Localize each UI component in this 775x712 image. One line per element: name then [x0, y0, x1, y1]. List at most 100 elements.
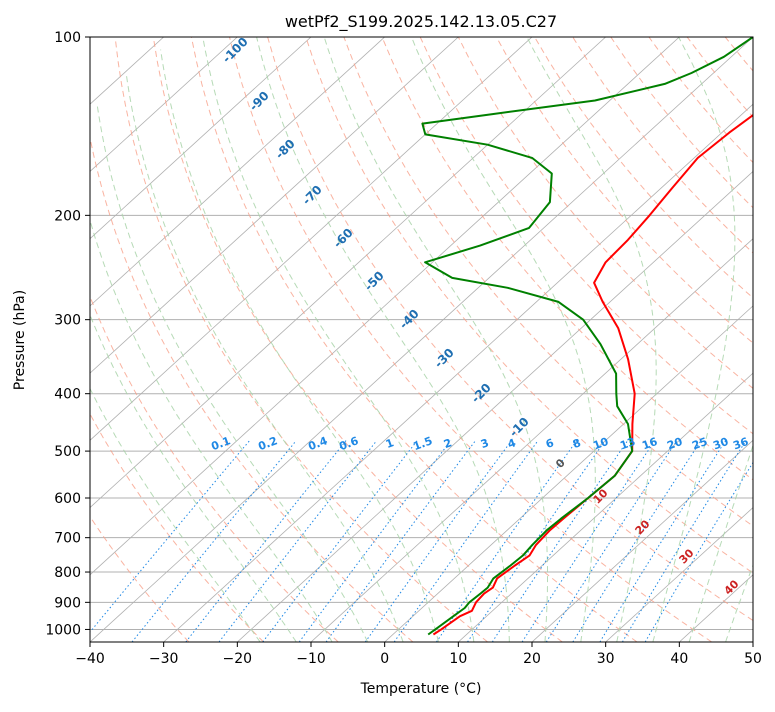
isotherm-line [90, 37, 606, 509]
mixing-ratio-line [131, 440, 297, 642]
mixing-ratio-line [521, 440, 656, 642]
mixing-ratio-label: 0.1 [209, 434, 232, 453]
moist-adiabat-line [90, 218, 333, 642]
moist-adiabat-line [202, 37, 475, 642]
mixing-ratio-label: 25 [690, 435, 709, 452]
x-tick-label: 0 [380, 651, 389, 667]
mixing-ratio-label: 0.4 [306, 434, 329, 453]
plot-frame [89, 36, 754, 643]
x-tick-label: 40 [670, 651, 688, 667]
mixing-ratio-line [491, 440, 629, 642]
dry-adiabat-line [90, 412, 264, 642]
isotherm-line [90, 37, 238, 172]
dry-adiabat-line [90, 135, 414, 642]
isotherm-line [90, 37, 459, 374]
y-tick-label: 600 [54, 491, 81, 507]
moist-adiabat-line [323, 37, 548, 642]
dewpoint-profile-line [421, 37, 753, 636]
moist-adiabat-line [256, 37, 510, 642]
dry-adiabat-line [419, 37, 753, 435]
mixing-ratio-label: 0.6 [337, 434, 360, 453]
isotherm-line [237, 170, 753, 642]
mixing-ratio-label: 36 [731, 435, 750, 453]
moist-adiabat-line [125, 72, 404, 642]
dry-adiabat-line [190, 37, 638, 642]
mixing-ratio-line [435, 440, 578, 642]
isotherm-line [90, 37, 533, 441]
moist-adiabat-line [652, 37, 736, 642]
background-lines [90, 37, 753, 642]
isotherm-line [90, 37, 680, 576]
isotherm-line [458, 372, 753, 642]
x-tick-label: −30 [149, 651, 179, 667]
isotherm-line [384, 305, 753, 642]
dry-adiabat-line [305, 37, 753, 574]
mixing-ratio-line [364, 440, 512, 642]
y-tick-label: 1000 [45, 622, 81, 638]
mixing-ratio-label: 13 [618, 435, 637, 452]
mixing-ratio-line [599, 440, 727, 642]
y-tick-label: 800 [54, 565, 81, 581]
moist-adiabat-line [411, 37, 596, 642]
mixing-ratio-label: 1.5 [411, 434, 434, 453]
mixing-ratio-line [621, 440, 747, 642]
isotherm-line [90, 37, 753, 642]
moist-adiabat-line [90, 387, 261, 642]
y-tick-label: 400 [54, 387, 81, 403]
moist-adiabat-line [96, 104, 369, 642]
plot-area: -100-90-80-70-60-50-40-30-20-10010203040… [90, 37, 753, 642]
isotherm-line [90, 37, 385, 307]
moist-adiabat-line [160, 49, 439, 642]
x-axis-label: Temperature (°C) [360, 681, 482, 697]
mixing-ratio-label: 16 [640, 435, 659, 453]
y-tick-label: 900 [54, 595, 81, 611]
x-tick-label: 50 [744, 651, 762, 667]
mixing-ratio-label: 10 [591, 435, 610, 453]
y-tick-label: 200 [54, 208, 81, 224]
dry-adiabat-line [534, 37, 753, 299]
mixing-ratio-label: 4 [506, 436, 518, 451]
mixing-ratio-label: 6 [544, 436, 556, 451]
x-tick-label: 20 [523, 651, 541, 667]
isotherm-line [163, 103, 753, 642]
isotherm-line [310, 238, 753, 642]
chart-title: wetPf2_S199.2025.142.13.05.C27 [285, 12, 557, 32]
x-tick-label: −10 [296, 651, 326, 667]
dry-adiabat-line [229, 37, 712, 642]
dry-adiabat-line [114, 37, 488, 642]
mixing-ratio-label: 20 [665, 435, 684, 453]
mixing-ratio-line [545, 440, 678, 642]
mixing-ratio-line [467, 440, 606, 642]
isotherm-line [90, 37, 312, 240]
mixing-ratio-line [218, 440, 378, 642]
y-tick-label: 700 [54, 531, 81, 547]
x-tick-label: −40 [75, 651, 105, 667]
dry-adiabat-line [152, 37, 563, 642]
x-tick-label: 30 [597, 651, 615, 667]
mixing-ratio-line [644, 461, 753, 642]
dry-adiabat-line [457, 37, 753, 389]
moist-adiabat-line [725, 563, 753, 642]
x-tick-label: 10 [449, 651, 467, 667]
mixing-ratio-line [90, 440, 250, 633]
y-axis-label: Pressure (hPa) [12, 290, 28, 390]
dry-adiabat-line [343, 37, 753, 527]
profile-lines [421, 37, 753, 636]
mixing-ratio-label: 1 [384, 436, 396, 451]
mixing-ratio-label: 2 [442, 436, 454, 451]
y-axis-ticks: 100 200 300 400 500 600 700 800 900 1000 [45, 30, 90, 638]
mixing-ratio-line [325, 440, 476, 642]
x-tick-label: −20 [223, 651, 253, 667]
mixing-ratio-label: 3 [479, 436, 491, 451]
mixing-ratio-line [572, 440, 702, 642]
isotherm-line [605, 507, 753, 642]
moist-adiabat-line [688, 443, 753, 642]
mixing-ratio-label: 30 [711, 435, 730, 453]
mixing-ratio-label: 0.2 [256, 434, 279, 453]
y-tick-label: 100 [54, 30, 81, 46]
dry-adiabat-line [267, 37, 753, 622]
mixing-ratio-label: 8 [571, 436, 583, 451]
dry-adiabat-line [495, 37, 753, 344]
dry-adiabat-line [90, 515, 190, 642]
